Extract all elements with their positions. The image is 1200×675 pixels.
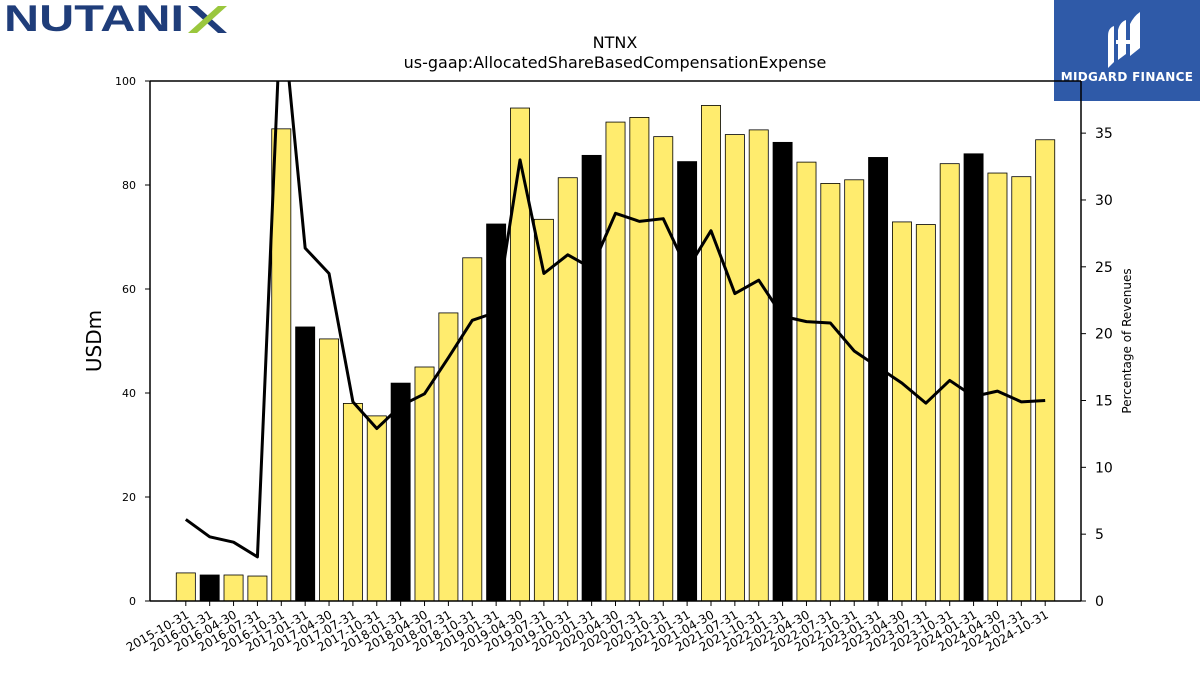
y-tick-label: 80 [122, 179, 136, 192]
bar-2024-07-31 [1011, 176, 1032, 602]
y-tick-label: 40 [122, 387, 136, 400]
bar-2016-07-31 [247, 575, 268, 602]
bar-2016-01-31 [199, 574, 220, 602]
bar-2019-10-31 [557, 177, 578, 602]
bar-2024-04-30 [987, 172, 1008, 602]
y-tick-label: 100 [115, 75, 136, 88]
bar-2017-10-31 [366, 415, 387, 602]
chart-subtitle: us-gaap:AllocatedShareBasedCompensationE… [404, 53, 827, 72]
midgard-finance-mark-icon [1108, 12, 1140, 68]
bar-2017-07-31 [342, 402, 363, 602]
midgard-finance-label: MIDGARD FINANCE [1060, 70, 1194, 84]
bar-2022-07-31 [820, 183, 841, 602]
bar-2020-07-31 [629, 117, 650, 602]
y2-tick-label: 15 [1095, 393, 1113, 409]
bar-2023-04-30 [892, 221, 912, 602]
y2-tick-label: 10 [1095, 460, 1113, 476]
bar-2021-10-31 [748, 129, 769, 602]
y-tick-label: 60 [122, 283, 136, 296]
bar-2023-07-31 [915, 224, 936, 602]
bar-2017-01-31 [295, 326, 316, 602]
y-axis-label: USDm [82, 310, 106, 372]
y2-tick-label: 0 [1095, 594, 1104, 610]
bar-2017-04-30 [319, 338, 339, 602]
bar-2020-10-31 [653, 136, 674, 602]
nutanix-logo-text: NUTANI [4, 2, 184, 36]
bar-2018-04-30 [414, 366, 435, 602]
bar-2021-07-31 [724, 134, 745, 602]
bar-2018-10-31 [462, 257, 483, 602]
bar-2019-04-30 [510, 107, 530, 602]
bar-2023-01-31 [868, 157, 889, 602]
y2-tick-label: 5 [1095, 527, 1104, 543]
y-tick-label: 20 [122, 491, 136, 504]
bar-2024-01-31 [963, 153, 984, 602]
y2-tick-label: 25 [1095, 260, 1113, 276]
y2-axis-label: Percentage of Revenues [1120, 268, 1134, 413]
bar-2022-10-31 [844, 179, 865, 602]
y2-tick-label: 20 [1095, 327, 1113, 343]
bar-2018-01-31 [390, 382, 411, 602]
midgard-finance-logo: MIDGARD FINANCE [1054, 0, 1200, 101]
nutanix-logo: NUTANI [4, 0, 232, 40]
bar-2024-10-31 [1035, 139, 1056, 602]
bar-2021-01-31 [677, 161, 698, 602]
bar-2020-01-31 [581, 154, 602, 602]
bar-2015-10-31 [175, 572, 196, 602]
bar-2021-04-30 [701, 105, 721, 602]
bar-2022-01-31 [772, 141, 793, 602]
y2-tick-label: 35 [1095, 126, 1113, 142]
bar-2016-04-30 [223, 574, 244, 602]
chart-title: NTNX [593, 33, 638, 52]
y2-tick-label: 30 [1095, 193, 1113, 209]
nutanix-x-mark [188, 6, 227, 33]
bar-2020-04-30 [605, 121, 626, 602]
bar-2019-01-31 [486, 223, 507, 602]
bar-2022-04-30 [796, 161, 817, 602]
y-tick-label: 0 [129, 595, 136, 608]
bar-2016-10-31 [271, 128, 292, 602]
bar-2019-07-31 [533, 218, 554, 602]
percentage-line [184, 81, 1046, 559]
